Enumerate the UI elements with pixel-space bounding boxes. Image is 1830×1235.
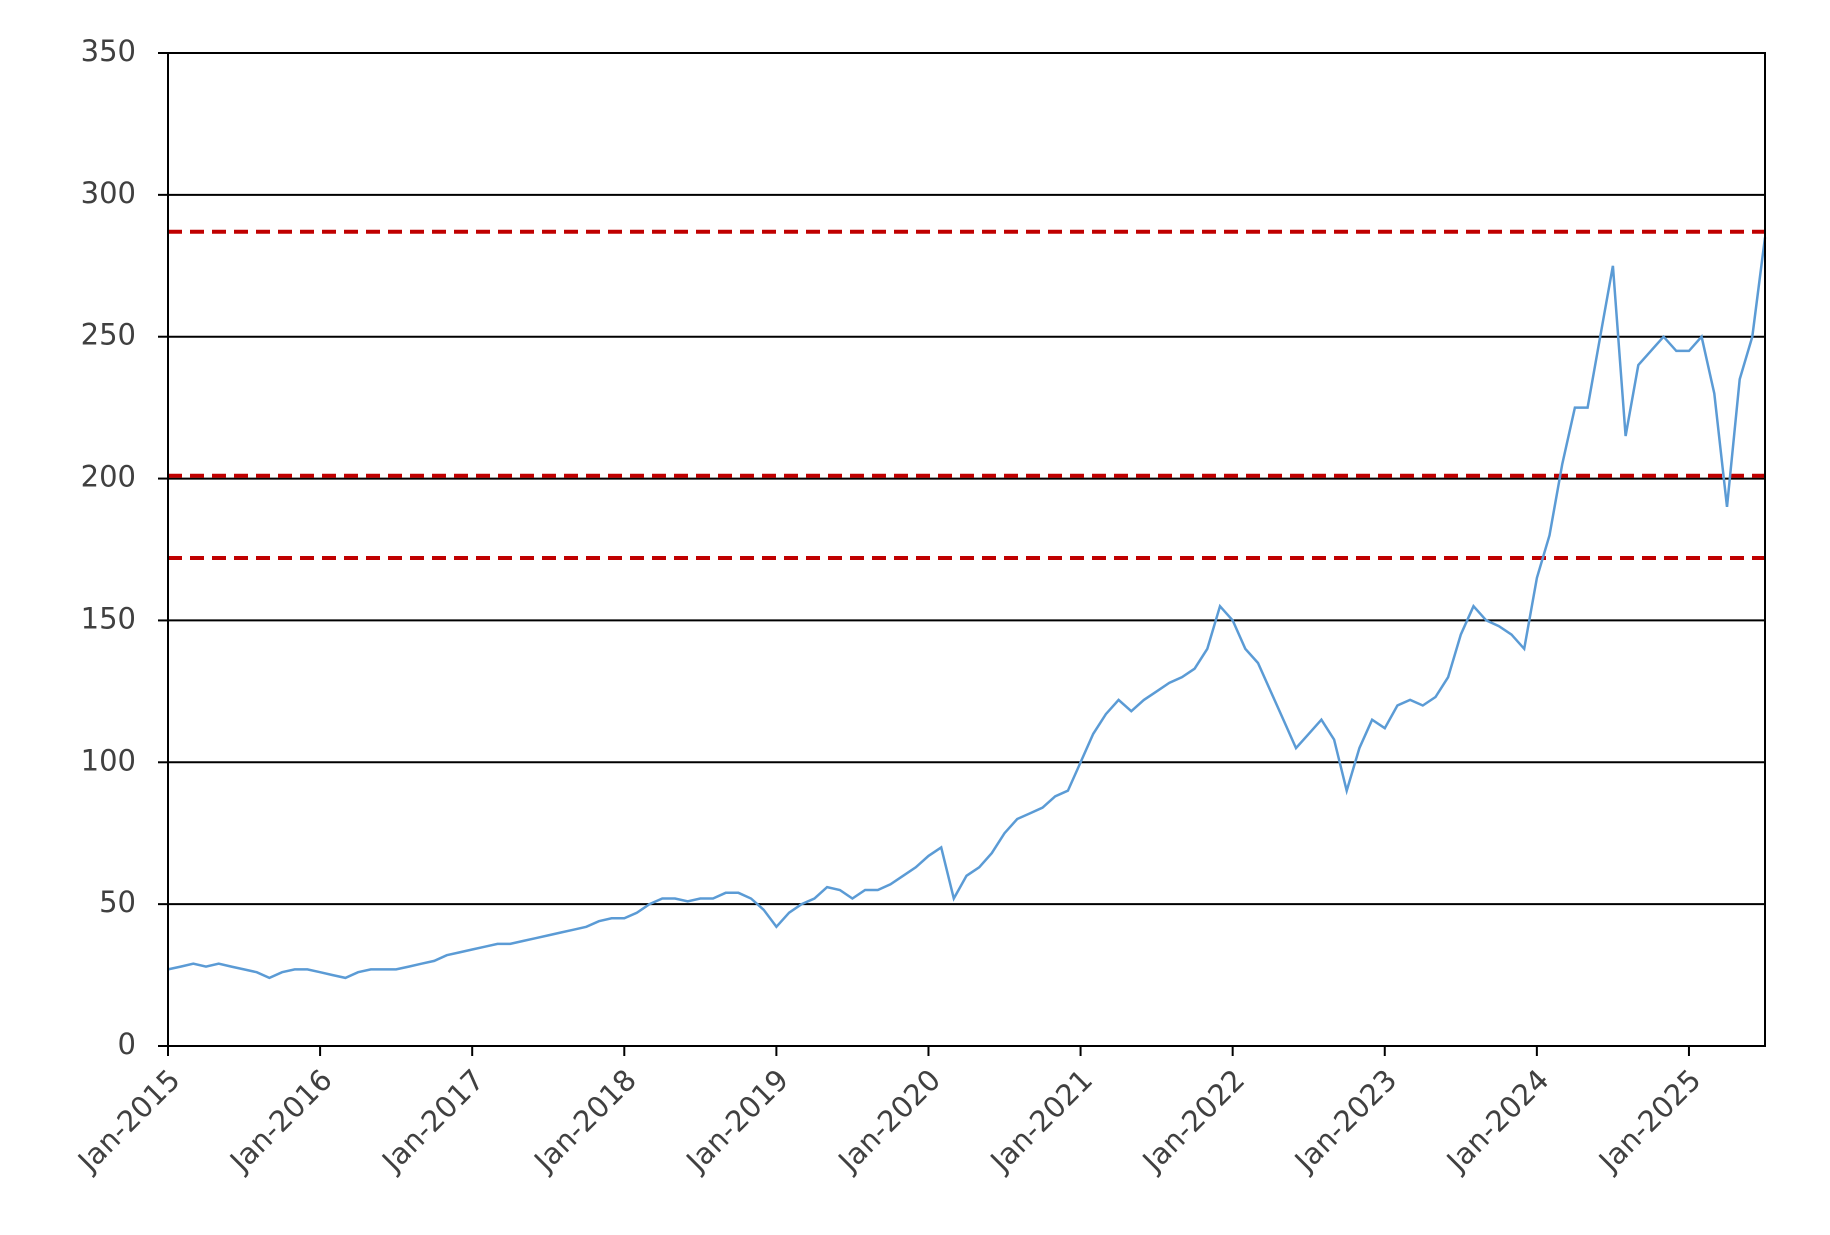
x-tick-label: Jan-2025 [1591, 1063, 1708, 1180]
y-tick-label: 150 [81, 601, 136, 635]
x-tick-label: Jan-2022 [1135, 1063, 1252, 1180]
y-tick-label: 250 [81, 318, 136, 352]
data-line [167, 237, 1767, 980]
x-tick-label: Jan-2024 [1439, 1063, 1556, 1180]
y-tick-label: 300 [81, 176, 136, 210]
x-tick-label: Jan-2015 [70, 1063, 187, 1180]
x-tick-label: Jan-2016 [222, 1063, 339, 1180]
y-tick-label: 100 [81, 743, 136, 777]
x-tick-label: Jan-2023 [1287, 1063, 1404, 1180]
x-tick-label: Jan-2018 [526, 1063, 643, 1180]
y-tick-label: 200 [81, 460, 136, 494]
x-tick-label: Jan-2019 [678, 1063, 795, 1180]
x-tick-label: Jan-2020 [830, 1063, 947, 1180]
y-tick-label: 350 [81, 34, 136, 68]
y-tick-label: 50 [99, 885, 136, 919]
x-tick-label: Jan-2021 [983, 1063, 1100, 1180]
x-tick-label: Jan-2017 [374, 1063, 491, 1180]
y-tick-label: 0 [118, 1027, 136, 1061]
plot-frame [167, 52, 1766, 1047]
